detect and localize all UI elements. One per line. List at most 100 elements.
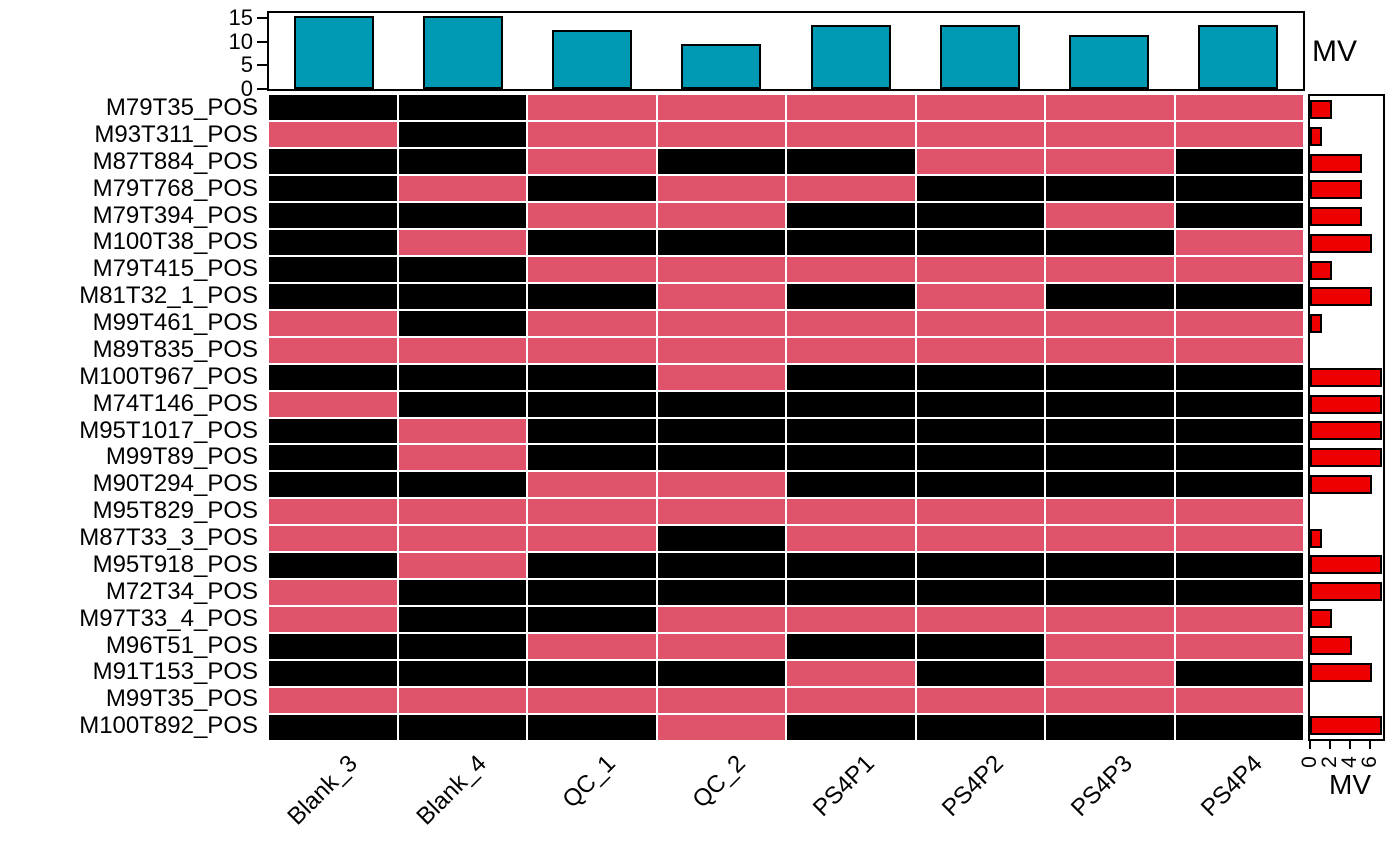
row-label: M79T768_POS [92, 174, 258, 202]
heatmap-cell [269, 607, 397, 633]
heatmap-cell [269, 553, 397, 579]
heatmap-cell [916, 418, 1044, 444]
top-chart-y-tick [257, 17, 267, 19]
heatmap-cell [657, 418, 785, 444]
row-label: M100T892_POS [79, 712, 258, 740]
heatmap-cell [269, 121, 397, 147]
heatmap-cell [657, 202, 785, 228]
heatmap-cell [787, 364, 915, 390]
top-bar [939, 25, 1020, 89]
heatmap-cell [1046, 256, 1174, 282]
heatmap-cell [657, 472, 785, 498]
heatmap-cell [269, 472, 397, 498]
heatmap-cell [528, 337, 656, 363]
heatmap-cell [1175, 283, 1303, 309]
heatmap-cell [398, 148, 526, 174]
heatmap-cell [657, 175, 785, 201]
column-label-text: PS4P4 [1195, 750, 1268, 822]
heatmap-cell [657, 391, 785, 417]
heatmap-cell [528, 580, 656, 606]
right-bar [1310, 233, 1372, 253]
heatmap-cell [916, 661, 1044, 687]
heatmap-cell [1046, 580, 1174, 606]
heatmap-cell [398, 472, 526, 498]
heatmap-cell [787, 95, 915, 120]
heatmap-cell [1175, 121, 1303, 147]
right-bar [1310, 555, 1382, 575]
heatmap-cell [269, 499, 397, 525]
heatmap-cell [916, 526, 1044, 552]
heatmap-cell [657, 256, 785, 282]
column-label-text: Blank_4 [411, 750, 492, 831]
heatmap-cell [1046, 499, 1174, 525]
heatmap-cell [269, 148, 397, 174]
heatmap-cell [1175, 472, 1303, 498]
right-bar [1310, 260, 1332, 280]
heatmap-cell [269, 661, 397, 687]
heatmap-cell [269, 445, 397, 471]
heatmap-cell [787, 715, 915, 740]
heatmap-cell [398, 526, 526, 552]
heatmap-cell [398, 715, 526, 740]
row-label: M79T415_POS [92, 255, 258, 283]
heatmap-cell [657, 526, 785, 552]
heatmap-cell [1175, 418, 1303, 444]
heatmap-cell [398, 364, 526, 390]
heatmap-cell [787, 202, 915, 228]
heatmap-cell [916, 499, 1044, 525]
top-chart-label: MV [1312, 35, 1357, 68]
heatmap-cell [1175, 364, 1303, 390]
heatmap-cell [1046, 661, 1174, 687]
heatmap-cell [787, 121, 915, 147]
right-bar [1310, 287, 1372, 307]
right-bar [1310, 126, 1322, 146]
heatmap-cell [269, 634, 397, 660]
heatmap-cell [657, 553, 785, 579]
top-bar [1198, 25, 1279, 89]
heatmap-cell [1175, 337, 1303, 363]
heatmap-cell [787, 472, 915, 498]
heatmap-cell [787, 229, 915, 255]
heatmap-cell [916, 95, 1044, 120]
heatmap-cell [657, 229, 785, 255]
heatmap-cell [657, 283, 785, 309]
top-chart-y-tick [257, 88, 267, 90]
heatmap-cell [916, 607, 1044, 633]
row-label: M89T835_POS [92, 335, 258, 363]
heatmap-cell [657, 364, 785, 390]
row-label: M95T829_POS [92, 497, 258, 525]
right-chart-label: MV [1329, 769, 1371, 800]
heatmap-cell [1046, 688, 1174, 714]
heatmap-cell [1046, 364, 1174, 390]
heatmap-cell [398, 580, 526, 606]
heatmap-cell [787, 688, 915, 714]
heatmap-cell [916, 283, 1044, 309]
heatmap-cell [269, 364, 397, 390]
heatmap-cell [916, 715, 1044, 740]
top-bar [681, 44, 762, 89]
heatmap-cell [1175, 256, 1303, 282]
heatmap-cell [657, 310, 785, 336]
heatmap-cell [398, 553, 526, 579]
heatmap-cell [528, 715, 656, 740]
heatmap-cell [1175, 95, 1303, 120]
heatmap-cell [1046, 391, 1174, 417]
heatmap-cell [269, 175, 397, 201]
heatmap-cell [657, 148, 785, 174]
right-bar [1310, 582, 1382, 602]
heatmap-cell [528, 202, 656, 228]
heatmap-cell [269, 337, 397, 363]
heatmap-cell [398, 445, 526, 471]
heatmap-cell [1175, 580, 1303, 606]
heatmap-cell [1175, 175, 1303, 201]
heatmap-cell [528, 364, 656, 390]
heatmap-cell [1046, 283, 1174, 309]
row-label: M90T294_POS [92, 470, 258, 498]
heatmap-cell [398, 661, 526, 687]
heatmap-cell [1175, 715, 1303, 740]
heatmap-cell [916, 148, 1044, 174]
heatmap-cell [528, 445, 656, 471]
right-bar [1310, 716, 1382, 736]
heatmap-cell [269, 95, 397, 120]
row-label: M100T967_POS [79, 362, 258, 390]
